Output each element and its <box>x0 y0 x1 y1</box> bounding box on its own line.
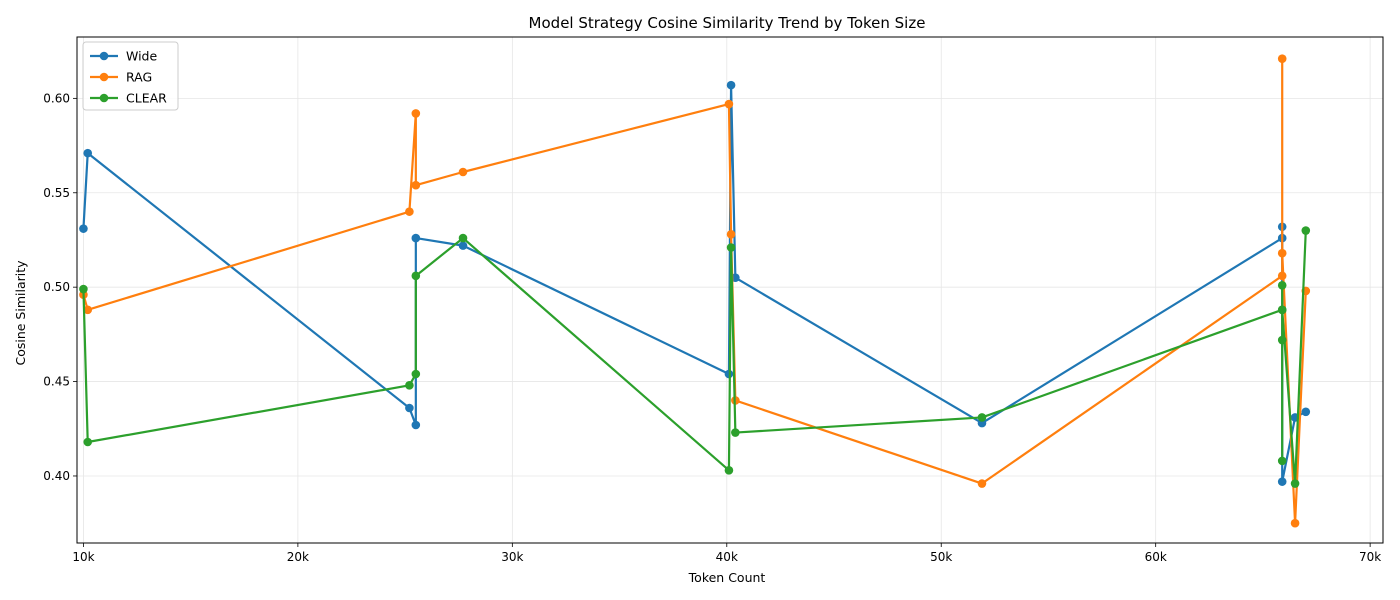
legend-marker-wide <box>99 51 109 61</box>
rag-point <box>405 207 414 216</box>
clear-point <box>1301 226 1311 235</box>
y-tick-label: 0.60 <box>43 91 70 105</box>
wide-point <box>411 420 421 430</box>
x-tick-label: 60k <box>1145 550 1167 564</box>
y-axis: 0.40 0.45 0.50 0.55 0.60 <box>43 91 77 483</box>
x-tick-label: 30k <box>501 550 523 564</box>
wide-point <box>726 80 736 90</box>
chart-title: Model Strategy Cosine Similarity Trend b… <box>529 14 926 32</box>
x-axis: 10k 20k 30k 40k 50k 60k 70k <box>72 543 1381 564</box>
clear-point <box>1277 456 1287 466</box>
legend-label-rag: RAG <box>126 70 152 85</box>
clear-point <box>411 369 421 379</box>
x-tick-label: 20k <box>287 550 309 564</box>
clear-point <box>731 428 740 437</box>
rag-point <box>1277 54 1287 64</box>
legend-marker-rag <box>99 72 109 82</box>
clear-point <box>405 381 414 390</box>
x-tick-label: 10k <box>72 550 94 564</box>
y-axis-label: Cosine Similarity <box>13 260 28 366</box>
clear-point <box>1277 305 1287 315</box>
rag-point <box>411 180 421 190</box>
wide-point <box>79 224 88 233</box>
rag-point <box>977 479 987 488</box>
clear-point <box>458 233 468 243</box>
y-tick-label: 0.50 <box>43 280 70 294</box>
clear-point <box>83 437 93 447</box>
plot-frame <box>76 36 1384 544</box>
series-rag <box>79 54 1311 528</box>
wide-point <box>1277 477 1287 486</box>
clear-point <box>79 284 88 294</box>
clear-point <box>977 413 987 422</box>
clear-point <box>726 243 736 252</box>
wide-point <box>458 241 468 250</box>
x-tick-label: 40k <box>716 550 738 564</box>
rag-point <box>1277 248 1287 258</box>
x-tick-label: 70k <box>1359 550 1381 564</box>
wide-point <box>411 233 421 243</box>
wide-point <box>83 148 93 158</box>
rag-point <box>724 99 734 109</box>
clear-point <box>724 466 734 475</box>
rag-point <box>458 167 468 177</box>
rag-point <box>411 109 421 118</box>
x-axis-label: Token Count <box>688 570 766 585</box>
legend-label-wide: Wide <box>126 49 157 64</box>
clear-point <box>411 271 421 281</box>
wide-point <box>1301 407 1311 417</box>
rag-point <box>726 230 736 239</box>
series-layer <box>79 54 1311 528</box>
y-tick-label: 0.40 <box>43 469 70 483</box>
rag-point <box>1277 271 1287 281</box>
clear-point <box>1277 280 1287 290</box>
y-tick-label: 0.45 <box>43 375 70 389</box>
legend: Wide RAG CLEAR <box>82 41 179 111</box>
clear-point <box>1277 335 1287 345</box>
wide-point <box>405 403 414 413</box>
legend-marker-clear <box>99 93 109 103</box>
clear-point <box>1290 479 1300 488</box>
x-tick-label: 50k <box>930 550 952 564</box>
rag-point <box>83 305 93 315</box>
series-clear <box>79 226 1311 488</box>
legend-label-clear: CLEAR <box>126 91 167 106</box>
y-tick-label: 0.55 <box>43 186 70 200</box>
rag-point <box>1290 518 1300 528</box>
